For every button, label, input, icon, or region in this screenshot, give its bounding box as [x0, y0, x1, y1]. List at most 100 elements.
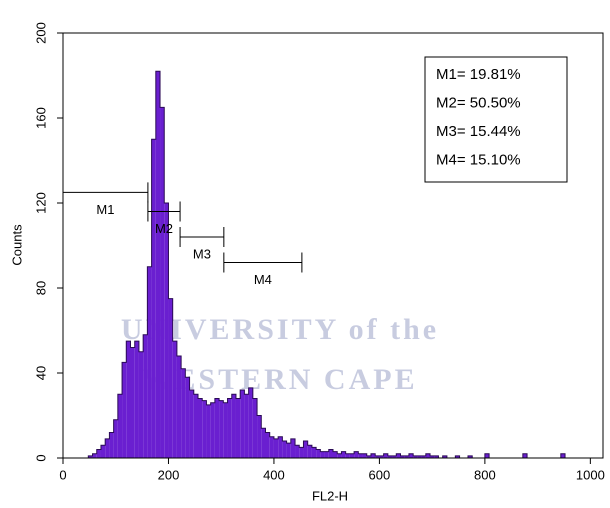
x-tick-label: 1000 — [576, 467, 605, 482]
histogram-bar — [252, 398, 258, 458]
histogram-bar — [261, 428, 266, 458]
histogram-bar — [134, 341, 139, 458]
histogram-bar — [138, 351, 144, 458]
histogram-bar — [113, 419, 118, 458]
histogram-bar — [337, 453, 342, 458]
histogram-bar — [421, 455, 426, 458]
histogram-bar — [185, 377, 190, 458]
histogram-bar — [269, 436, 274, 458]
stats-box — [424, 56, 568, 183]
histogram-bar — [366, 455, 371, 458]
y-tick-label: 120 — [33, 192, 48, 214]
x-tick-label: 600 — [369, 467, 391, 482]
histogram-bar — [484, 453, 490, 458]
histogram-bar — [88, 455, 93, 458]
histogram-bar — [379, 455, 384, 458]
histogram-bar — [100, 445, 106, 458]
histogram-bar — [354, 451, 359, 458]
y-tick-label: 40 — [33, 366, 48, 380]
watermark: UNIVERSITY of the — [121, 313, 439, 346]
histogram-bar — [198, 398, 203, 458]
histogram-bar — [290, 438, 296, 458]
y-axis-label: Counts — [9, 224, 24, 266]
histogram-bar — [396, 453, 401, 458]
histogram-bar — [358, 453, 363, 458]
x-tick-label: 800 — [474, 467, 496, 482]
histogram-bar — [219, 400, 224, 458]
histogram-bar — [413, 455, 418, 458]
y-tick-label: 200 — [33, 22, 48, 44]
gate-label: M4 — [254, 272, 272, 287]
histogram-bar — [362, 453, 367, 458]
histogram-bar — [383, 453, 388, 458]
histogram-bar — [324, 451, 329, 458]
histogram-bar — [328, 449, 333, 458]
histogram-bar — [240, 390, 245, 458]
histogram-bar — [278, 436, 283, 458]
histogram-bar — [392, 455, 397, 458]
gate-label: M3 — [193, 246, 211, 261]
histogram-bar — [126, 341, 131, 458]
histogram-bar — [210, 402, 215, 458]
histogram-bar — [430, 455, 435, 458]
histogram-bar — [434, 455, 439, 458]
histogram-bar — [151, 139, 156, 458]
histogram-bar — [160, 107, 165, 458]
histogram-bar — [172, 341, 177, 458]
histogram-bar — [202, 400, 207, 458]
stats-line: M2= 50.50% — [436, 94, 521, 111]
histogram-bar — [164, 203, 169, 458]
histogram-bar — [333, 451, 338, 458]
histogram-bar — [404, 455, 409, 458]
histogram-bar — [455, 455, 460, 458]
histogram-bar — [299, 447, 304, 458]
histogram-bar — [349, 453, 355, 458]
histogram-bar — [189, 390, 194, 458]
y-tick-label: 160 — [33, 107, 48, 129]
histogram-bar — [273, 438, 279, 458]
histogram-bar — [311, 447, 317, 458]
histogram-bar — [522, 453, 528, 458]
x-tick-label: 0 — [59, 467, 66, 482]
histogram-bar — [387, 455, 393, 458]
histogram-bar — [370, 453, 376, 458]
stats-line: M4= 15.10% — [436, 151, 521, 168]
gate-label: M1 — [96, 202, 114, 217]
histogram-bar — [206, 404, 211, 458]
histogram-bar — [408, 453, 414, 458]
plot-frame — [62, 32, 604, 459]
histogram-bar — [316, 449, 321, 458]
stats-line: M3= 15.44% — [436, 123, 521, 140]
histogram-bar — [417, 455, 422, 458]
histogram-bar — [130, 347, 135, 458]
histogram-bar — [425, 453, 431, 458]
histogram-bar — [193, 394, 198, 458]
histogram-bar — [96, 449, 101, 458]
histogram-bar — [223, 402, 228, 458]
histogram-bar — [442, 455, 447, 458]
histogram-bar — [320, 451, 325, 458]
histogram-bar — [143, 334, 148, 458]
histogram-bar — [248, 387, 253, 458]
histogram-bar — [117, 394, 123, 458]
histogram-bar — [286, 443, 291, 458]
histogram-bar — [265, 432, 270, 458]
histogram-bar — [109, 432, 114, 458]
histogram-bar — [147, 266, 152, 458]
histogram-bar — [92, 453, 97, 458]
histogram-bar — [307, 445, 312, 458]
histogram-bar — [257, 415, 262, 458]
histogram-bar — [303, 441, 308, 458]
x-tick-label: 200 — [158, 467, 180, 482]
histogram-bar — [176, 356, 182, 458]
histogram-bar — [214, 398, 220, 458]
histogram-bar — [122, 362, 127, 458]
histogram-bar — [231, 394, 236, 458]
y-tick-label: 80 — [33, 281, 48, 295]
stats-line: M1= 19.81% — [436, 66, 521, 83]
histogram-bar — [468, 455, 473, 458]
histogram-bar — [227, 398, 232, 458]
histogram-bar — [181, 368, 186, 458]
histogram-bar — [341, 451, 346, 458]
